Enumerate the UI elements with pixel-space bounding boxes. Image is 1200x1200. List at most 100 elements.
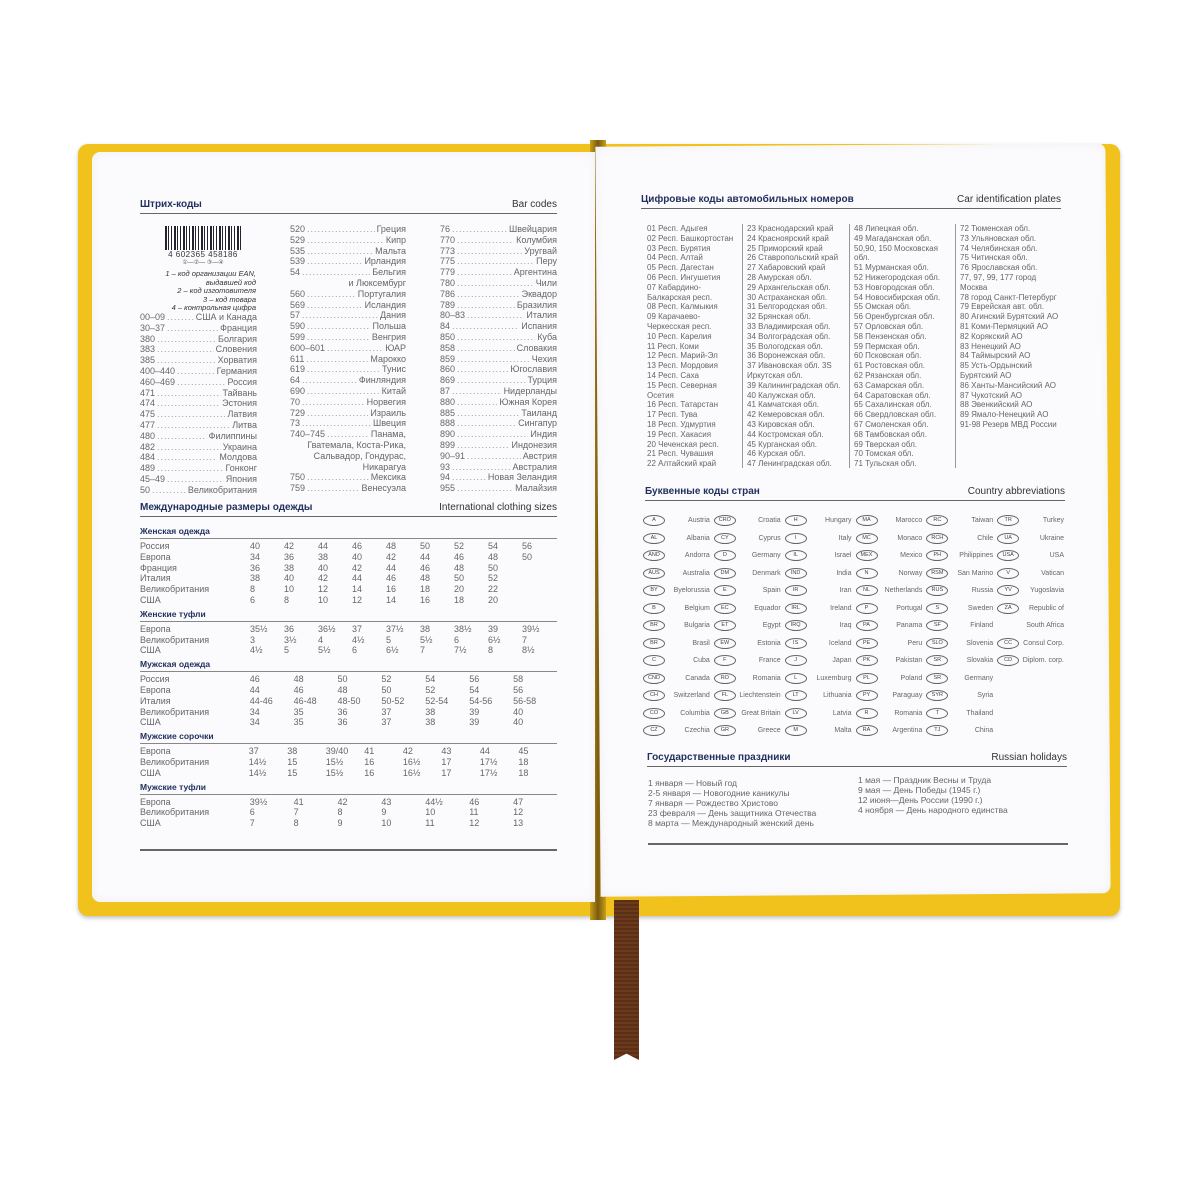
barcode-prefix: 885: [440, 407, 456, 418]
size-value: 16½: [402, 756, 421, 767]
country-name: Byelorussia: [673, 587, 710, 595]
size-value: 14: [352, 584, 363, 595]
country-code-cell: F France: [713, 652, 785, 670]
barcode-country: США и Канада: [195, 312, 257, 322]
country-code-badge: L: [784, 672, 807, 684]
country-code-badge: BR: [643, 620, 665, 632]
barcode-prefix: 54: [290, 267, 301, 278]
size-country: Великобритания: [140, 584, 210, 595]
barcode-prefix: 76: [440, 224, 451, 234]
car-plate-entry: 13 Респ. Мордовия: [647, 361, 718, 371]
country-name: Netherlands: [884, 587, 923, 595]
country-code-cell: IND India: [784, 565, 856, 583]
size-value: 10: [425, 807, 436, 818]
country-code-cell: BR Bulgaria: [643, 617, 714, 635]
barcode-prefix: 73: [290, 418, 301, 429]
car-plate-entry: 81 Коми-Пермяцкий АО: [960, 321, 1048, 331]
dot-leader: [457, 289, 520, 300]
car-plate-entry: 76 Ярославская обл.: [960, 263, 1038, 273]
holiday-entry: 1 января — Новый год: [648, 778, 738, 788]
size-value: 5½: [318, 645, 331, 656]
country-name: Bulgaria: [684, 622, 710, 630]
size-value: 50: [337, 674, 348, 685]
barcode-country: Кипр: [385, 234, 406, 245]
size-value: 54: [488, 541, 499, 551]
country-name: Cyprus: [758, 534, 781, 542]
barcode-prefix: 84: [440, 321, 451, 332]
clothing-title: Международные размеры одежды: [140, 502, 313, 513]
country-name: Mexico: [900, 552, 923, 560]
country-code-cell: M Malta: [784, 722, 856, 740]
dot-leader: [307, 408, 368, 419]
size-value: 4½: [250, 645, 263, 656]
barcode-prefix: 471: [140, 387, 156, 398]
barcode-country: Куба: [537, 331, 557, 342]
car-plates-column: 23 Краснодарский край 24 Красноярский кра…: [743, 224, 850, 468]
size-value: 43: [381, 796, 392, 807]
barcode-row: 80–83 Италия: [440, 310, 557, 321]
barcode-prefix: 380: [140, 333, 156, 344]
car-plate-entry: 31 Белгородская обл.: [747, 302, 828, 312]
barcode-country: Венесуэла: [361, 483, 406, 494]
barcode-country: Сингапур: [518, 418, 557, 429]
size-value: 8½: [522, 645, 535, 656]
country-code-cell: BR Brasil: [643, 635, 714, 653]
size-value: 46: [293, 684, 304, 695]
barcode-prefix: 00–09: [140, 312, 166, 322]
barcode-row: 770 Колумбия: [440, 235, 557, 246]
country-name: Estonia: [757, 639, 781, 647]
country-code-cell: N Norway: [855, 565, 927, 583]
barcode-row: 773 Уругвай: [440, 246, 557, 257]
car-plate-entry: 27 Хабаровский край: [747, 263, 826, 273]
country-code-cell: RO Romania: [713, 670, 785, 688]
size-value: 50: [522, 551, 533, 562]
size-value: 6½: [488, 634, 501, 645]
barcode-country: Молдова: [219, 452, 257, 463]
size-value: 40: [250, 541, 261, 551]
country-code-cell: CD Diplom. corp.: [997, 652, 1068, 670]
barcode-row: 54 Бельгия: [290, 267, 406, 278]
dot-leader: [452, 472, 486, 483]
holidays-title: Государственные праздники: [647, 752, 791, 763]
country-code-cell: IL Israel: [784, 547, 856, 565]
barcode-prefix: 759: [290, 483, 306, 494]
barcode-country: Тунис: [382, 364, 406, 375]
barcode-prefix: 590: [290, 321, 306, 332]
size-value: 12: [469, 818, 480, 829]
car-plates-header: Цифровые коды автомобильных номеров Car …: [641, 194, 1061, 209]
size-value: 50: [420, 541, 431, 551]
car-plate-entry: 53 Новгородская обл.: [854, 282, 935, 292]
country-code-cell: A Austria: [643, 512, 714, 530]
dot-leader: [307, 332, 370, 343]
country-code-badge: IRL: [784, 602, 807, 614]
barcode-row: 880 Южная Корея: [440, 397, 557, 408]
barcode-row: 477 Литва: [140, 420, 257, 431]
dot-leader: [157, 420, 230, 431]
country-name: Liechtenstein: [739, 692, 781, 700]
car-plate-entry: 55 Омская обл.: [854, 302, 912, 312]
barcode-prefix: 773: [440, 245, 456, 256]
size-value: 48: [293, 674, 304, 685]
size-value: 39½: [249, 796, 268, 807]
dot-leader: [302, 310, 378, 321]
dot-leader: [457, 300, 515, 311]
legend-line: 3 – код товара: [202, 294, 256, 304]
country-code-badge: TR: [997, 515, 1020, 527]
country-name: China: [974, 727, 994, 735]
size-country: Европа: [140, 623, 171, 634]
barcode-row: 859 Чехия: [440, 354, 557, 365]
barcode-row: 90–91 Австрия: [440, 451, 557, 462]
size-row: США 34 35 36 37 38 39 40: [140, 717, 557, 728]
country-code-badge: DM: [713, 567, 736, 579]
clothing-title-en: International clothing sizes: [439, 502, 557, 513]
size-value: 22: [488, 584, 499, 595]
dot-leader: [457, 418, 516, 429]
size-value: 36½: [318, 623, 336, 634]
country-name: Pakistan: [895, 657, 923, 665]
barcode-row: 955 Малайзия: [440, 483, 557, 494]
country-name: Chile: [977, 534, 994, 542]
car-plate-entry: 46 Курская обл.: [747, 449, 806, 459]
size-value: 17: [441, 756, 452, 767]
country-code-badge: IL: [784, 550, 807, 562]
barcode-row: 869 Турция: [440, 375, 557, 386]
